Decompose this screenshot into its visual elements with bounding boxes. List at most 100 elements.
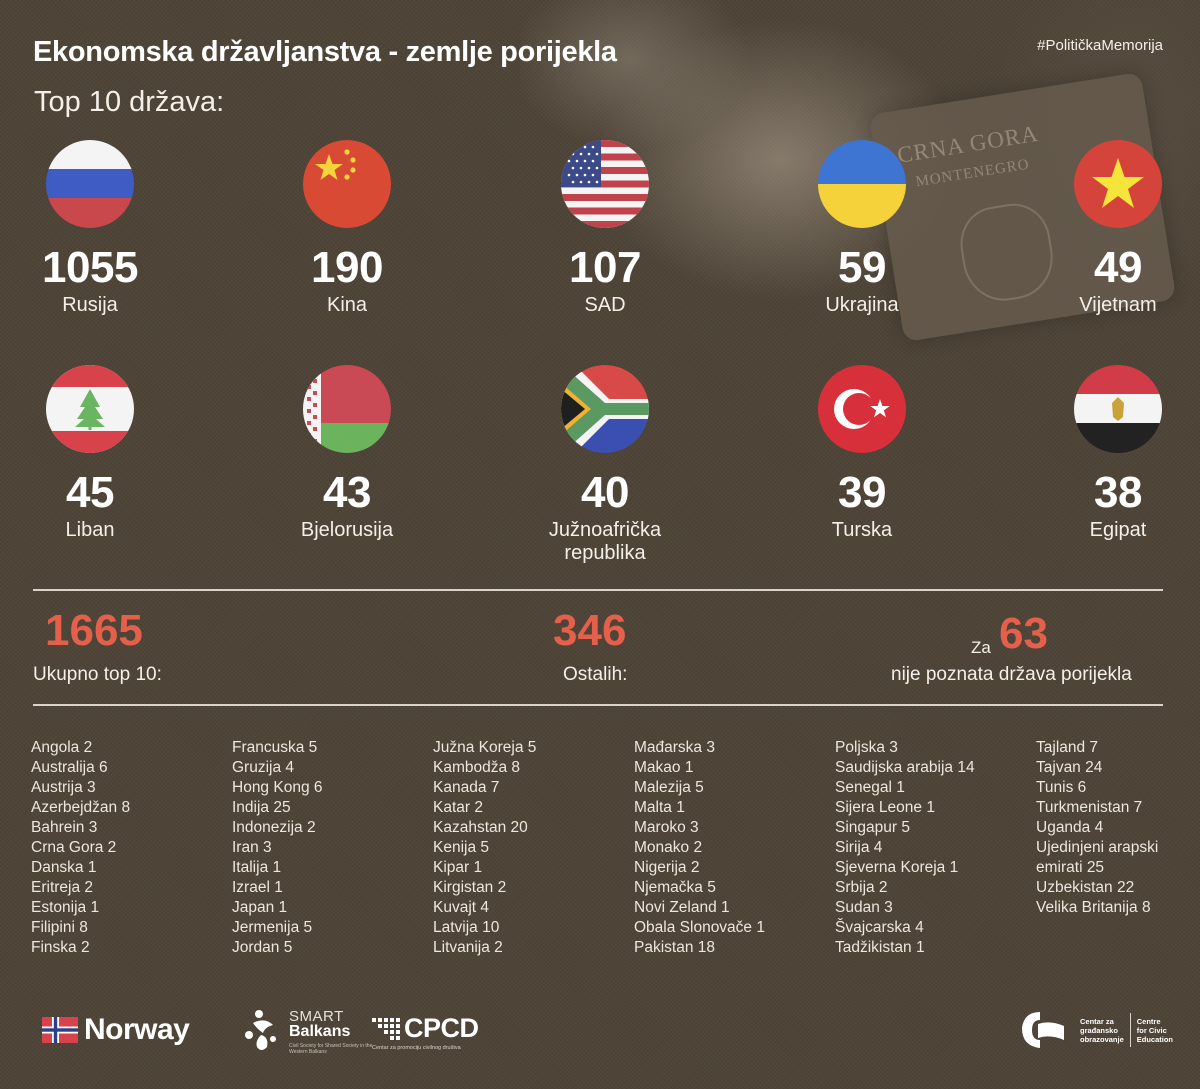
usa-flag-icon [561,140,649,228]
list-item: Poljska 3 [835,739,898,756]
country-card-belarus: 43 Bjelorusija [262,365,432,542]
list-item: Sjeverna Koreja 1 [835,859,959,876]
list-item: Novi Zeland 1 [634,899,730,916]
country-name: Južnoafrička republika [548,519,662,564]
country-card-vietnam: 49 Vijetnam [1033,140,1200,317]
other-countries-col-6: Tajland 7 Tajvan 24 Tunis 6 Turkmenistan… [1036,738,1200,918]
list-item: Njemačka 5 [634,879,716,896]
list-item: Saudijska arabija 14 [835,759,975,776]
list-item: Kambodža 8 [433,759,521,776]
country-card-usa: 107 SAD [520,140,690,317]
list-item: Jermenija 5 [232,919,313,936]
top10-total: 1665 [45,606,143,655]
other-countries-col-4: Mađarska 3 Makao 1 Malezija 5 Malta 1 Ma… [634,738,834,958]
list-item: Velika Britanija 8 [1036,899,1151,916]
list-item: Južna Koreja 5 [433,739,537,756]
cgo-logo: Centar za građansko obrazovanje Centre f… [1020,1010,1173,1050]
list-item: Švajcarska 4 [835,919,924,936]
list-item: Ujedinjeni arapski [1036,839,1159,856]
country-count: 45 [66,468,114,517]
ukraine-flag-icon [818,140,906,228]
list-item: Italija 1 [232,859,282,876]
country-name: Ukrajina [825,294,899,316]
list-item: Malta 1 [634,799,685,816]
list-item: Makao 1 [634,759,694,776]
other-countries-col-2: Francuska 5 Gruzija 4 Hong Kong 6 Indija… [232,738,432,958]
list-item: Estonija 1 [31,899,100,916]
list-item: Kenija 5 [433,839,490,856]
country-name: Egipat [1089,519,1147,541]
page-title: Ekonomska državljanstva - zemlje porijek… [33,36,617,68]
cgo-english-name: Centre for Civic Education [1136,1016,1174,1044]
list-item: Litvanija 2 [433,939,503,956]
country-count: 40 [581,468,629,517]
norway-flag-icon [42,1017,78,1043]
lebanon-flag-icon [46,365,134,453]
list-item: Malezija 5 [634,779,704,796]
country-name: Rusija [62,294,118,316]
unknown-label: nije poznata država porijekla [891,664,1132,685]
country-name: Bjelorusija [300,519,394,541]
list-item: Iran 3 [232,839,272,856]
list-item: Danska 1 [31,859,97,876]
cpcd-text: CPCD [404,1013,479,1043]
list-item: Francuska 5 [232,739,318,756]
list-item: Tunis 6 [1036,779,1087,796]
list-item: Bahrein 3 [31,819,98,836]
other-countries-col-5: Poljska 3 Saudijska arabija 14 Senegal 1… [835,738,1035,958]
country-count: 190 [311,243,383,292]
cgo-local-name: Centar za građansko obrazovanje [1080,1016,1124,1044]
list-item: Senegal 1 [835,779,905,796]
list-item: Obala Slonovače 1 [634,919,765,936]
country-name: Vijetnam [1079,294,1157,316]
list-item: Turkmenistan 7 [1036,799,1143,816]
cgo-icon [1022,1012,1064,1048]
footer-logos: Norway SMART Balkans Civil Society for S… [0,1005,1200,1065]
others-total-label: Ostalih: [563,664,628,685]
vietnam-flag-icon [1074,140,1162,228]
country-name: SAD [584,294,626,316]
list-item: Indija 25 [232,799,291,816]
country-count: 107 [569,243,641,292]
cpcd-logo: CPCD Centar za promociju civilnog društv… [372,1013,479,1051]
country-card-egypt: 38 Egipat [1033,365,1200,542]
country-name: Liban [65,519,115,541]
list-item: Hong Kong 6 [232,779,323,796]
cpcd-grid-icon [372,1017,400,1040]
list-item: Japan 1 [232,899,288,916]
hashtag: #PolitičkaMemorija [1037,37,1163,54]
norway-text: Norway [84,1013,190,1046]
other-countries-col-3: Južna Koreja 5 Kambodža 8 Kanada 7 Katar… [433,738,633,958]
list-item: Crna Gora 2 [31,839,117,856]
list-item: Singapur 5 [835,819,910,836]
list-item: Pakistan 18 [634,939,715,956]
list-item: Tajvan 24 [1036,759,1103,776]
list-item: Monako 2 [634,839,703,856]
country-card-south-africa: 40 Južnoafrička republika [520,365,690,565]
list-item: Australija 6 [31,759,108,776]
belarus-flag-icon [303,365,391,453]
turkey-flag-icon [818,365,906,453]
list-item: Austrija 3 [31,779,96,796]
list-item: Sirija 4 [835,839,883,856]
country-card-ukraine: 59 Ukrajina [777,140,947,317]
list-item: Maroko 3 [634,819,699,836]
south-africa-flag-icon [561,365,649,453]
list-item: Izrael 1 [232,879,283,896]
others-total: 346 [553,606,627,655]
list-item: Uzbekistan 22 [1036,879,1135,896]
list-item: Eritreja 2 [31,879,94,896]
unknown-total: 63 [999,609,1048,658]
list-item: Uganda 4 [1036,819,1104,836]
other-countries-col-1: Angola 2 Australija 6 Austrija 3 Azerbej… [31,738,231,958]
list-item: Kazahstan 20 [433,819,528,836]
russia-flag-icon [46,140,134,228]
country-card-china: 190 Kina [262,140,432,317]
country-count: 49 [1094,243,1142,292]
country-count: 1055 [42,243,138,292]
egypt-flag-icon [1074,365,1162,453]
divider-bottom [33,704,1163,706]
norway-logo: Norway [42,1013,190,1047]
country-card-turkey: 39 Turska [777,365,947,542]
unknown-prefix: Za [971,638,991,657]
